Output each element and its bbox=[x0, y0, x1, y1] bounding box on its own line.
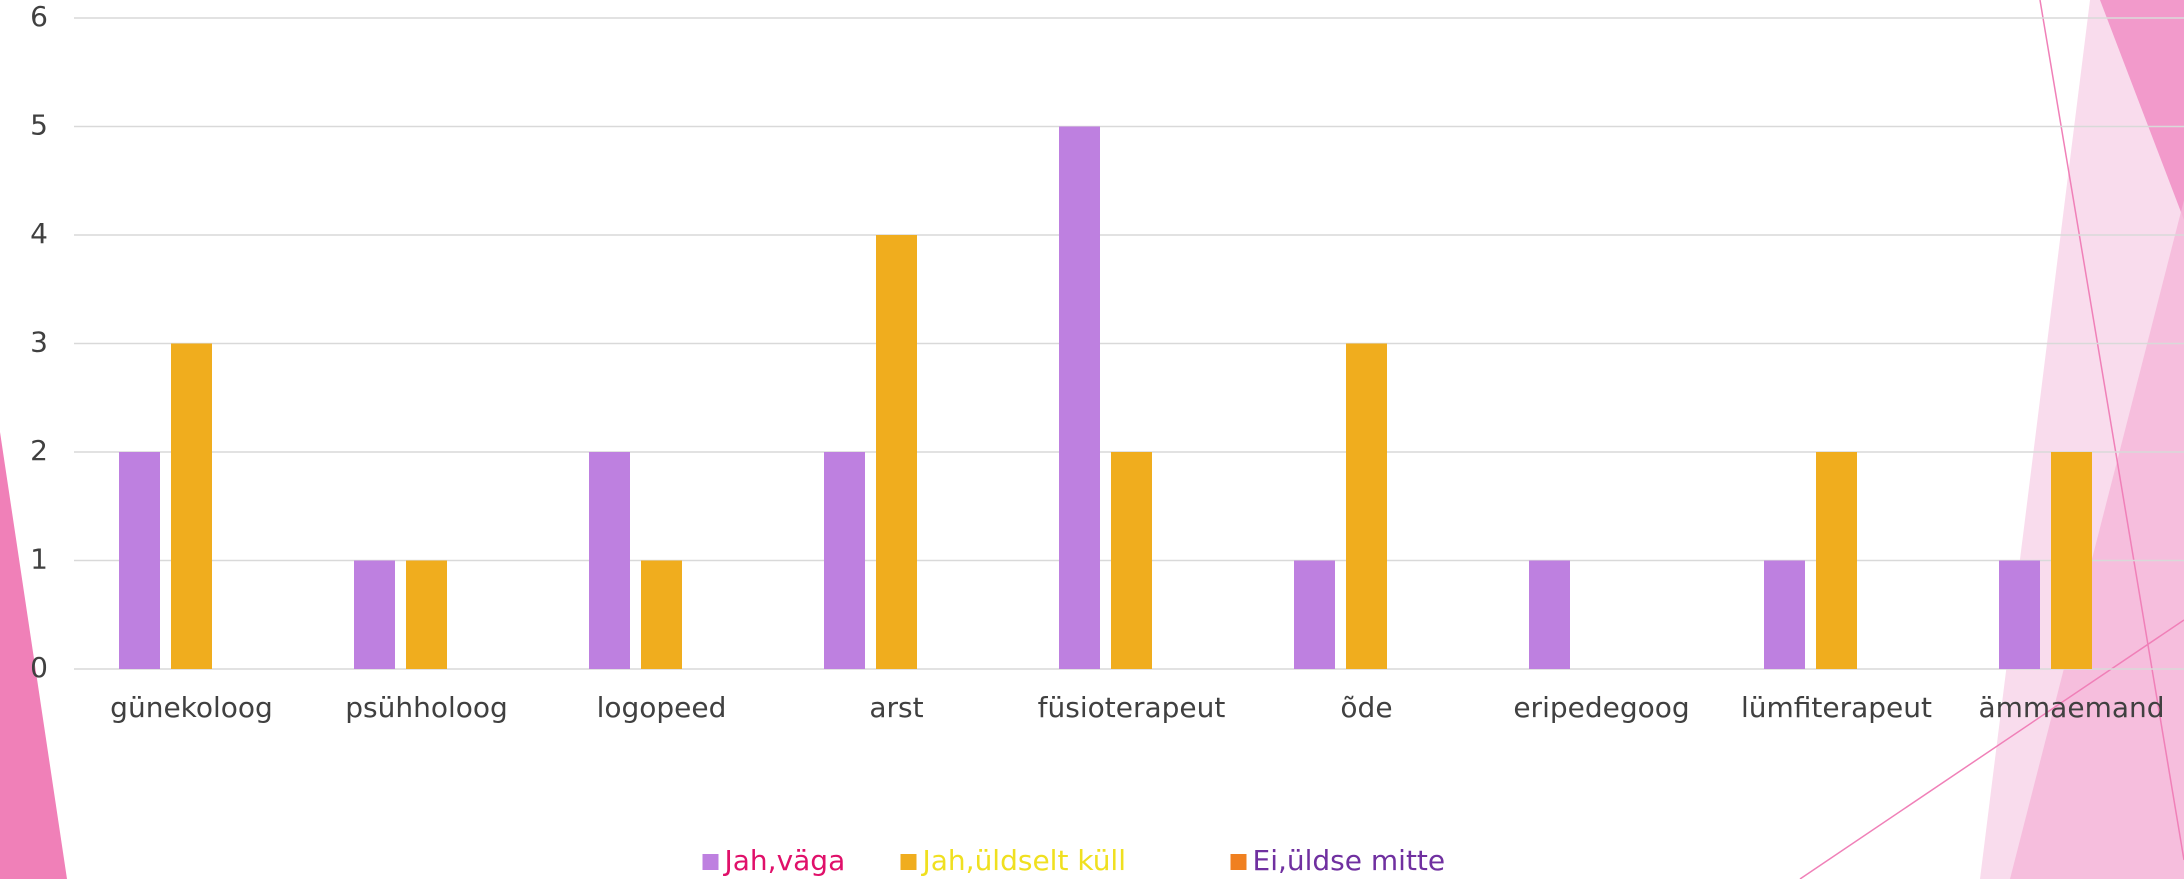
bar bbox=[171, 344, 212, 670]
bar bbox=[1111, 452, 1152, 669]
bar bbox=[1059, 127, 1100, 670]
x-tick-label: õde bbox=[1340, 691, 1392, 724]
x-tick-label: günekoloog bbox=[110, 691, 273, 724]
bar bbox=[1529, 561, 1570, 670]
bar bbox=[2051, 452, 2092, 669]
legend-swatch bbox=[1231, 854, 1247, 870]
y-tick-label: 5 bbox=[30, 109, 48, 142]
y-tick-label: 2 bbox=[30, 434, 48, 467]
chart: 0 1 2 3 4 5 6 günekoloog psühholoog logopeed arst f… bbox=[0, 0, 2184, 879]
x-tick-label: arst bbox=[869, 691, 923, 724]
x-tick-label: logopeed bbox=[597, 691, 727, 724]
legend-swatch bbox=[901, 854, 917, 870]
x-tick-label: ämmaemand bbox=[1978, 691, 2164, 724]
bar bbox=[641, 561, 682, 670]
bar bbox=[1294, 561, 1335, 670]
bar bbox=[406, 561, 447, 670]
legend-swatch bbox=[703, 854, 719, 870]
bar bbox=[589, 452, 630, 669]
x-tick-label: füsioterapeut bbox=[1038, 691, 1226, 724]
bar bbox=[1999, 561, 2040, 670]
bar bbox=[824, 452, 865, 669]
bar bbox=[876, 235, 917, 669]
bar bbox=[1816, 452, 1857, 669]
y-tick-label: 4 bbox=[30, 217, 48, 250]
x-tick-label: eripedegoog bbox=[1513, 691, 1689, 724]
y-tick-label: 0 bbox=[30, 651, 48, 684]
bar bbox=[1764, 561, 1805, 670]
bar bbox=[119, 452, 160, 669]
y-tick-label: 3 bbox=[30, 326, 48, 359]
legend-label: Jah,üldselt küll bbox=[921, 844, 1127, 877]
y-tick-label: 1 bbox=[30, 543, 48, 576]
bar bbox=[354, 561, 395, 670]
legend-label: Jah,väga bbox=[723, 844, 846, 877]
y-tick-label: 6 bbox=[30, 0, 48, 33]
legend-label: Ei,üldse mitte bbox=[1253, 844, 1446, 877]
x-tick-label: psühholoog bbox=[345, 691, 508, 724]
x-tick-label: lümfiterapeut bbox=[1741, 691, 1932, 724]
bar bbox=[1346, 344, 1387, 670]
